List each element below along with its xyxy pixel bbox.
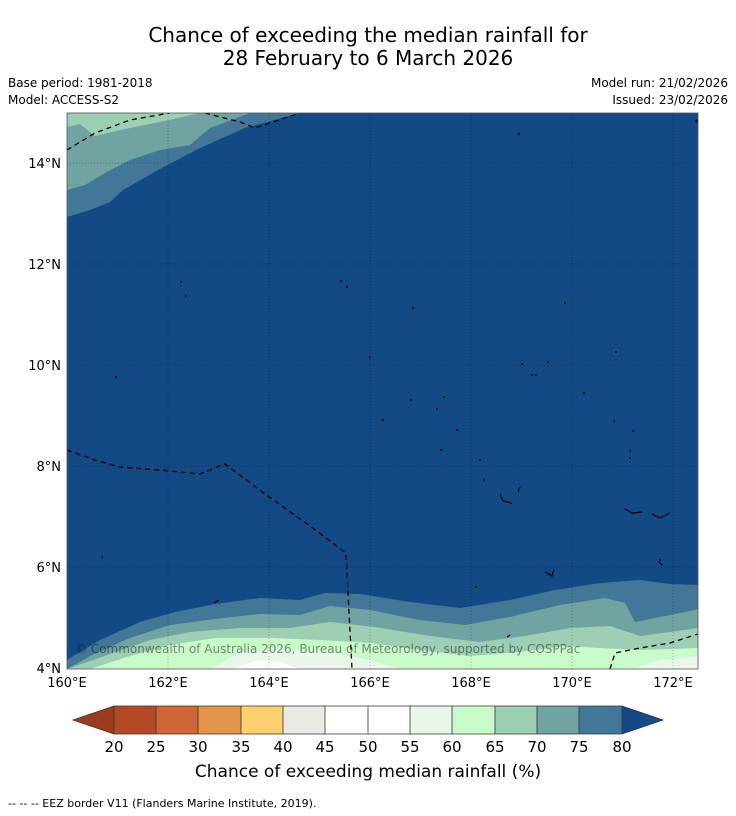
lon-label: 166°E [350,676,390,691]
band-above-80 [67,113,698,669]
colorbar-label: 25 [146,738,165,756]
colorbar-label: 20 [104,738,123,756]
colorbar-label: 40 [273,738,292,756]
map-frame [66,112,699,670]
island-outlines [213,486,671,638]
colorbar-swatch [283,706,325,734]
title-line-2: 28 February to 6 March 2026 [222,46,514,70]
lon-label: 172°E [653,676,693,691]
eez-footnote: -- -- -- EEZ border V11 (Flanders Marine… [8,797,317,810]
model-name: Model: ACCESS-S2 [8,93,120,107]
lon-label: 162°E [148,676,188,691]
colorbar-swatch [156,706,198,734]
map-plot-area: © Commonwealth of Australia 2026, Bureau… [67,113,698,669]
eez-borders [67,113,698,669]
islands [101,119,698,588]
colorbar: 20 25 30 35 40 45 50 55 60 65 70 75 80 [71,705,665,756]
lat-label: 10°N [28,359,61,374]
colorbar-label: 70 [527,738,546,756]
lon-label: 164°E [249,676,289,691]
colorbar-label: 60 [442,738,461,756]
lon-label: 170°E [552,676,592,691]
colorbar-swatch [241,706,283,734]
colorbar-label: 80 [612,738,631,756]
colorbar-title: Chance of exceeding median rainfall (%) [194,762,542,782]
lat-label: 6°N [37,561,62,576]
colorbar-swatch [325,706,368,734]
colorbar-swatch [114,706,156,734]
colorbar-swatch [579,706,622,734]
band-65-70-north [67,113,200,136]
colorbar-label: 75 [569,738,588,756]
colorbar-label: 35 [231,738,250,756]
graticule [67,113,698,669]
colorbar-label: 30 [188,738,207,756]
colorbar-arrow-high [622,706,663,734]
lon-axis: 160°E 162°E 164°E 166°E 168°E 170°E 172°… [47,676,693,691]
title-line-1: Chance of exceeding the median rainfall … [148,23,588,47]
colorbar-swatch [198,706,241,734]
colorbar-swatch [537,706,579,734]
colorbar-swatch [410,706,452,734]
lat-label: 14°N [28,157,61,172]
colorbar-swatch [452,706,495,734]
colorbar-swatch [495,706,537,734]
lat-axis: 14°N 12°N 10°N 8°N 6°N 4°N [28,157,61,677]
lat-label: 4°N [37,662,62,677]
band-70-75-north [67,113,250,190]
colorbar-swatch [368,706,410,734]
band-45-55-south [232,660,300,669]
band-55-60-south [210,650,698,669]
colorbar-label: 50 [358,738,377,756]
colorbar-label: 55 [400,738,419,756]
colorbar-dividers [113,706,623,734]
colorbar-label: 65 [485,738,504,756]
copyright-text: © Commonwealth of Australia 2026, Bureau… [75,642,580,656]
colorbar-label: 45 [315,738,334,756]
lat-label: 12°N [28,258,61,273]
colorbar-arrow-low [73,706,114,734]
lon-label: 160°E [47,676,87,691]
lon-label: 168°E [451,676,491,691]
base-period: Base period: 1981-2018 [8,76,153,90]
model-run: Model run: 21/02/2026 [590,76,728,90]
lat-label: 8°N [37,460,62,475]
issued-date: Issued: 23/02/2026 [612,93,728,107]
